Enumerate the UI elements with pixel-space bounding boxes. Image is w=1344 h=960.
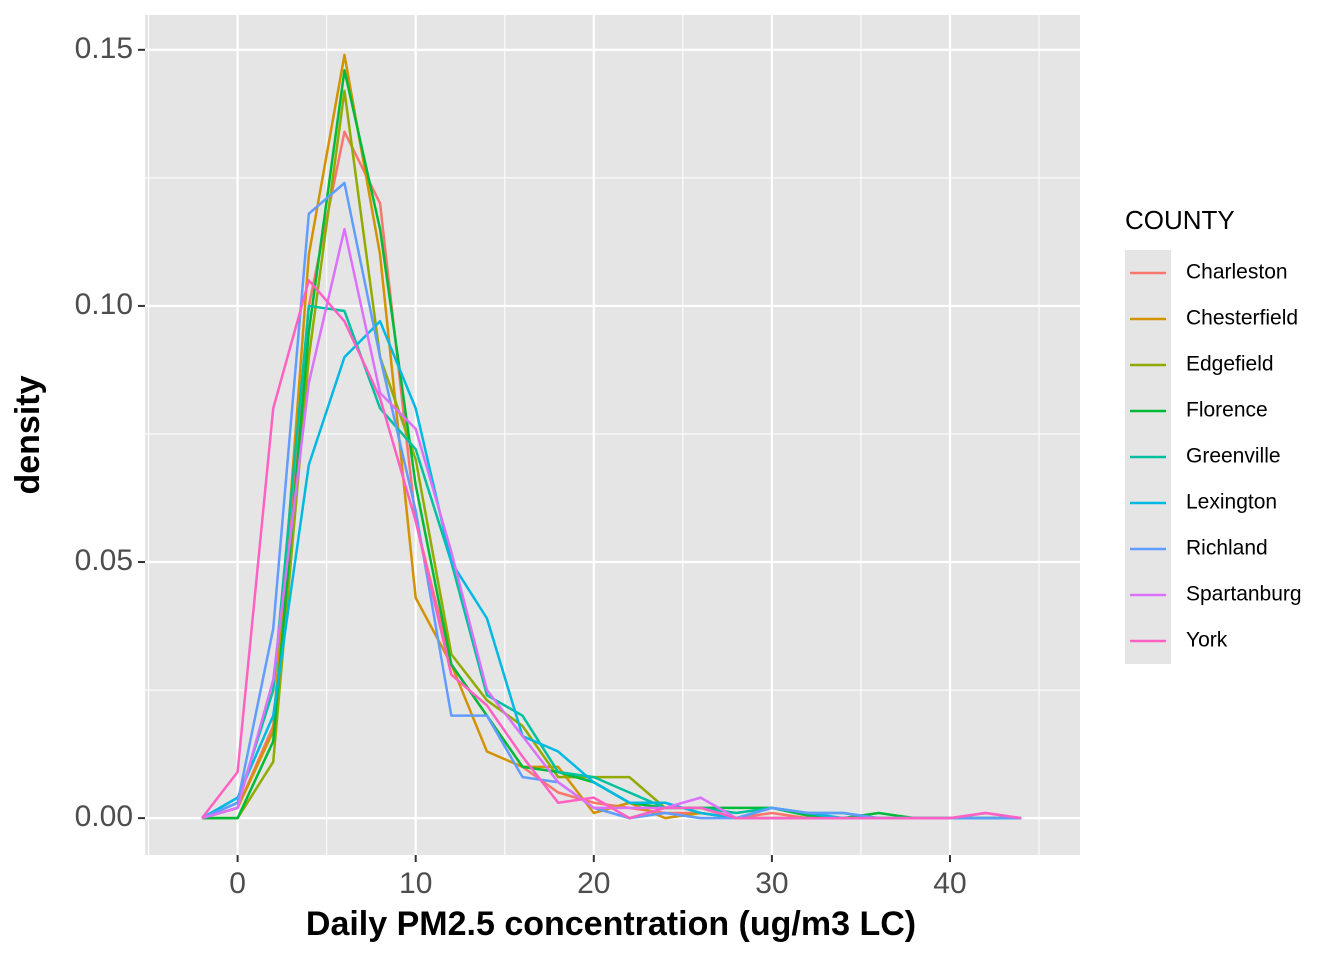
legend-label: Richland bbox=[1186, 537, 1268, 560]
lines bbox=[201, 53, 1022, 820]
legend-label: Charleston bbox=[1186, 261, 1288, 284]
y-tick-label: 0.15 bbox=[75, 32, 133, 65]
x-tick-label: 20 bbox=[577, 867, 610, 900]
x-tick-label: 40 bbox=[933, 867, 966, 900]
legend-label: Edgefield bbox=[1186, 353, 1274, 376]
legend: COUNTY Charleston Chesterfield Edgefield Fl… bbox=[1125, 205, 1302, 664]
y-axis-title: density bbox=[9, 375, 47, 494]
y-tick-label: 0.05 bbox=[75, 544, 133, 577]
y-tick-label: 0.10 bbox=[75, 288, 133, 321]
panel bbox=[145, 15, 1080, 855]
legend-label: Spartanburg bbox=[1186, 583, 1302, 606]
series-line bbox=[201, 279, 1022, 820]
x-tick-label: 10 bbox=[399, 867, 432, 900]
legend-label: Chesterfield bbox=[1186, 307, 1298, 330]
legend-label: Greenville bbox=[1186, 445, 1281, 468]
legend-title: COUNTY bbox=[1125, 205, 1235, 235]
y-tick-label: 0.00 bbox=[75, 800, 133, 833]
x-axis-title: Daily PM2.5 concentration (ug/m3 LC) bbox=[306, 905, 916, 943]
x-tick-label: 0 bbox=[229, 867, 246, 900]
legend-label: Lexington bbox=[1186, 491, 1277, 514]
x-tick-label: 30 bbox=[755, 867, 788, 900]
legend-label: Florence bbox=[1186, 399, 1268, 422]
axes: 0 10 20 30 40 0.00 0.05 0.10 0.15 bbox=[75, 32, 967, 900]
grid bbox=[145, 15, 1080, 855]
legend-label: York bbox=[1186, 629, 1228, 652]
